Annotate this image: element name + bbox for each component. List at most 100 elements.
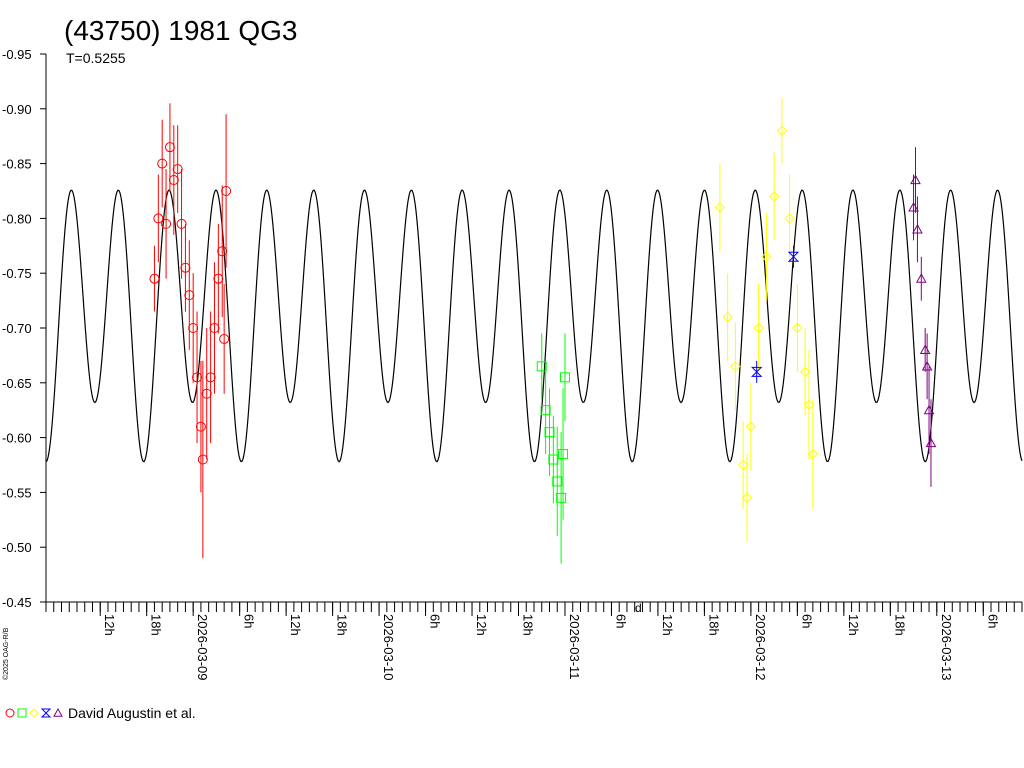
data-point <box>548 454 559 465</box>
x-tick-label: 18h <box>335 614 350 636</box>
x-tick-label: 6h <box>242 614 257 628</box>
y-tick-label: -0.45 <box>2 595 32 610</box>
data-point <box>761 251 772 262</box>
chart-subtitle: T=0.5255 <box>66 50 126 66</box>
x-tick-label: 6h <box>428 614 443 628</box>
x-tick-label: 12h <box>660 614 675 636</box>
data-point <box>157 158 168 169</box>
copyright-label: ©2025 OAG-R/B <box>2 627 10 680</box>
data-point <box>153 213 164 224</box>
x-tick-label: 18h <box>521 614 536 636</box>
x-axis: 12h 18h 2026-03-09 6h 12h 18h 2026-03-10 6h 12h 1… <box>45 601 1023 681</box>
y-tick-label: -0.60 <box>2 431 32 446</box>
model-curve <box>45 189 1023 463</box>
x-tick-label: 12h <box>474 614 489 636</box>
data-point <box>168 175 179 186</box>
y-tick-label: -0.55 <box>2 485 32 500</box>
data-point <box>803 399 815 410</box>
data-point <box>799 366 811 378</box>
data-points <box>149 97 937 564</box>
x-tick-label: 2026-03-13 <box>939 614 954 681</box>
y-tick-label: -0.90 <box>2 102 32 117</box>
data-point <box>730 361 741 372</box>
data-point <box>776 125 788 136</box>
data-point <box>164 142 175 153</box>
data-point <box>201 388 212 399</box>
legend-symbol-hourglass <box>40 708 52 718</box>
data-point <box>925 437 937 448</box>
data-point <box>536 361 547 372</box>
x-tick-label: 12h <box>102 614 117 636</box>
data-point <box>209 323 220 333</box>
data-point <box>219 333 230 344</box>
data-point <box>213 273 224 284</box>
data-point <box>714 202 726 213</box>
y-tick-label: -0.80 <box>2 211 32 226</box>
x-tick-label: 2026-03-10 <box>381 614 396 681</box>
legend-symbol-square <box>17 708 27 718</box>
data-point <box>161 218 172 229</box>
axis-tick-mark: d <box>635 601 642 615</box>
series-hourglass <box>750 245 800 383</box>
data-point <box>737 459 749 471</box>
data-point <box>753 322 764 334</box>
data-point <box>807 448 819 460</box>
y-tick-label: -0.65 <box>2 376 32 391</box>
series-diamond <box>714 97 819 542</box>
x-tick-label: 18h <box>892 614 907 636</box>
data-point <box>792 322 803 334</box>
data-point <box>556 492 567 503</box>
data-point <box>188 323 199 333</box>
data-point <box>197 454 208 465</box>
x-tick-label: 12h <box>846 614 861 636</box>
x-tick-label: 18h <box>149 614 164 636</box>
x-tick-label: 2026-03-12 <box>753 614 768 681</box>
x-tick-label: 6h <box>799 614 814 628</box>
data-point <box>910 174 921 185</box>
data-point <box>172 164 183 175</box>
legend: David Augustin et al. <box>5 705 196 721</box>
data-point <box>192 372 203 383</box>
data-point <box>912 223 923 234</box>
y-tick-label: -0.75 <box>2 266 32 281</box>
x-tick-label: 6h <box>985 614 1000 628</box>
y-tick-label: -0.70 <box>2 321 32 336</box>
x-tick-label: 18h <box>706 614 721 636</box>
data-point <box>205 372 216 383</box>
legend-symbol-circle <box>5 708 15 718</box>
series-triangle <box>908 147 937 487</box>
x-tick-label: 2026-03-09 <box>195 614 210 681</box>
y-tick-label: -0.85 <box>2 157 32 172</box>
y-axis: -0.95 -0.90 -0.85 -0.80 -0.75 -0.70 -0.65 -0.60… <box>2 47 47 610</box>
data-point <box>915 273 927 283</box>
chart-title: (43750) 1981 QG3 <box>64 15 298 46</box>
data-point <box>195 421 206 432</box>
data-point <box>221 186 232 196</box>
series-square <box>536 333 570 564</box>
data-point <box>544 427 555 438</box>
legend-symbol-triangle <box>53 707 63 717</box>
data-point <box>787 251 800 262</box>
data-point <box>741 492 753 504</box>
data-point <box>750 366 763 377</box>
legend-symbol-diamond <box>29 708 39 718</box>
data-point <box>784 213 795 224</box>
data-point <box>540 405 551 416</box>
data-point <box>184 290 195 301</box>
data-point <box>559 372 570 383</box>
data-point <box>722 311 733 323</box>
x-tick-label: 2026-03-11 <box>567 614 582 680</box>
legend-credit: David Augustin et al. <box>68 705 196 721</box>
data-point <box>176 218 187 229</box>
data-point <box>180 262 191 273</box>
series-circle <box>149 103 232 559</box>
y-tick-label: -0.50 <box>2 540 32 555</box>
model-line <box>45 189 1023 463</box>
x-tick-label: 6h <box>613 614 628 628</box>
data-point <box>558 449 569 460</box>
data-point <box>217 246 228 257</box>
data-point <box>768 191 780 202</box>
y-tick-label: -0.95 <box>2 47 32 62</box>
